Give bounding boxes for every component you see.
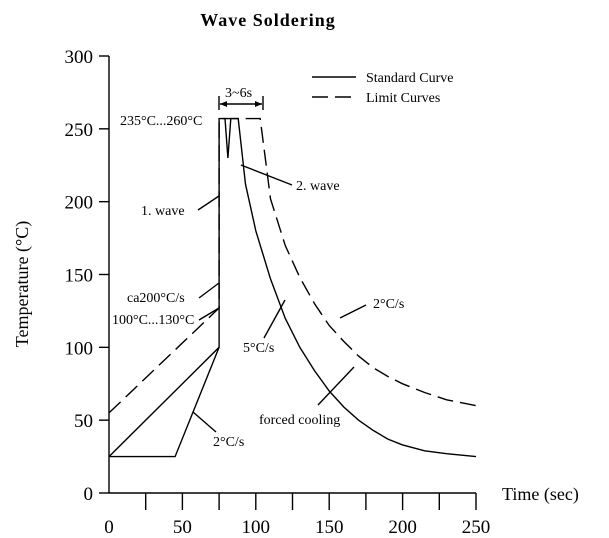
leader-ca200	[198, 282, 220, 299]
duration-marker	[218, 96, 264, 110]
y-tick-label: 250	[65, 120, 94, 141]
leader-100-130	[198, 307, 220, 321]
annotation-1-wave: 1. wave	[141, 204, 185, 219]
y-tick-label: 150	[65, 266, 94, 287]
x-tick-label: 250	[462, 517, 491, 538]
leader-forced-cooling	[317, 366, 355, 406]
annotations: 235°C...260°C 3~6s 1. wave 2. wave ca200…	[112, 86, 404, 450]
x-axis-label: Time (sec)	[502, 484, 579, 505]
annotation-ramp-rate: ca200°C/s	[127, 291, 185, 306]
series-layer	[108, 117, 477, 458]
x-tick-label: 100	[242, 517, 271, 538]
legend: Standard Curve Limit Curves	[312, 71, 453, 106]
series-line-standard-2	[109, 347, 220, 458]
annotation-5cs: 5°C/s	[243, 341, 274, 356]
x-tick-label: 150	[315, 517, 344, 538]
x-tick-label: 0	[104, 517, 114, 538]
annotation-duration: 3~6s	[225, 86, 252, 101]
annotation-2cs-bottom: 2°C/s	[213, 435, 244, 450]
legend-label-limit: Limit Curves	[366, 91, 440, 106]
leader-2cs-right	[339, 304, 367, 319]
series-line-standard-0	[108, 117, 477, 458]
y-tick-label: 200	[65, 193, 94, 214]
annotation-2-wave: 2. wave	[296, 179, 340, 194]
series-line-limit-1	[108, 117, 477, 414]
x-tick-label: 50	[173, 517, 192, 538]
y-tick-label: 100	[65, 338, 94, 359]
legend-label-standard: Standard Curve	[366, 71, 453, 86]
duration-arrow-left-icon	[220, 101, 227, 107]
annotation-forced-cooling: forced cooling	[259, 413, 340, 428]
leader-1-wave	[197, 195, 220, 211]
leader-lines	[192, 164, 367, 433]
chart-title: Wave Soldering	[200, 10, 336, 30]
leader-2-wave	[240, 164, 293, 186]
y-ticks: 0 50 100 150 200 250 300	[65, 47, 109, 505]
y-tick-label: 0	[84, 484, 94, 505]
annotation-2cs-right: 2°C/s	[373, 297, 404, 312]
duration-arrow-right-icon	[255, 101, 262, 107]
annotation-preheat-range: 100°C...130°C	[112, 313, 194, 328]
x-tick-label: 200	[388, 517, 417, 538]
x-ticks: 0 50 100 150 200 250	[104, 493, 490, 538]
y-axis-label: Temperature (°C)	[12, 221, 33, 347]
y-tick-label: 300	[65, 47, 94, 68]
leader-5cs	[263, 299, 286, 339]
leader-2cs-bottom	[192, 411, 217, 433]
annotation-peak-range: 235°C...260°C	[120, 114, 202, 129]
y-tick-label: 50	[74, 411, 93, 432]
